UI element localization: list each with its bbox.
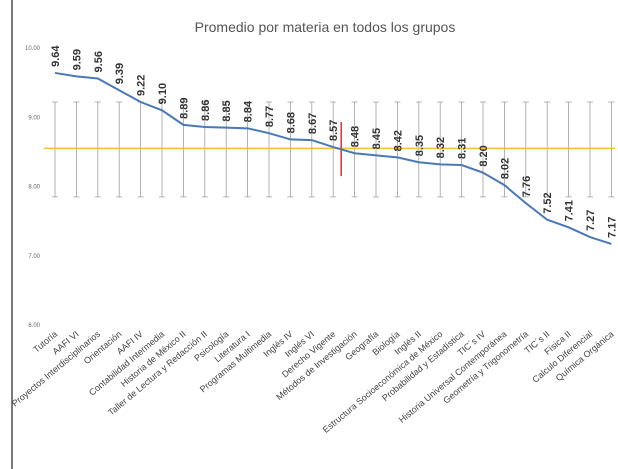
data-label: 8.48 <box>350 126 362 147</box>
data-label: 8.77 <box>264 106 276 127</box>
data-label: 8.84 <box>243 100 255 122</box>
data-label: 9.64 <box>50 45 62 67</box>
chart-title: Promedio por materia en todos los grupos <box>195 19 456 35</box>
data-label: 7.52 <box>542 192 554 213</box>
data-label: 9.39 <box>114 63 126 84</box>
data-label: 8.20 <box>478 145 490 166</box>
data-label: 8.86 <box>200 100 212 121</box>
data-label: 9.59 <box>71 49 83 70</box>
data-label: 8.67 <box>307 113 319 134</box>
data-label: 7.41 <box>564 200 576 221</box>
data-label: 8.02 <box>499 158 511 179</box>
data-label: 8.42 <box>392 130 404 151</box>
data-label: 8.32 <box>435 137 447 158</box>
data-label: 8.45 <box>371 128 383 149</box>
data-label: 7.76 <box>521 176 533 197</box>
y-tick-label: 10.00 <box>25 46 41 52</box>
data-label: 7.17 <box>606 217 618 238</box>
x-tick-label: Proyectos Interdisciplinarios <box>10 329 103 409</box>
y-tick-label: 7.00 <box>28 254 40 260</box>
y-tick-label: 6.00 <box>28 323 40 329</box>
data-label: 8.31 <box>457 138 469 159</box>
data-label: 8.57 <box>328 120 340 141</box>
data-label: 9.22 <box>136 75 148 96</box>
data-label: 9.56 <box>93 51 105 72</box>
data-label: 8.35 <box>414 135 426 156</box>
data-label: 8.68 <box>285 112 297 133</box>
data-label: 7.27 <box>585 210 597 231</box>
y-tick-label: 9.00 <box>28 115 40 121</box>
data-label: 8.85 <box>221 100 233 121</box>
data-label: 9.10 <box>157 83 169 104</box>
y-tick-label: 8.00 <box>28 185 40 191</box>
series-line <box>54 71 612 245</box>
data-label: 8.89 <box>178 97 190 118</box>
